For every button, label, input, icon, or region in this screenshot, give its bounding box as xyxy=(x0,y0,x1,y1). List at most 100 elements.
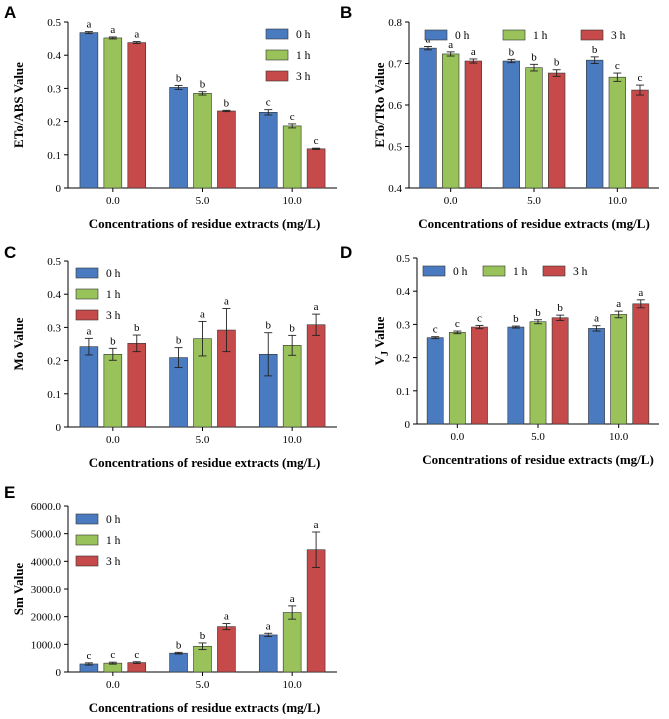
y-tick-label: 0 xyxy=(56,183,62,195)
chart-panel-a: A 0 0.1 0.2 0.3 0.4 0.5 ETo/ABS Value 0.0 a a a 5.0 b… xyxy=(4,3,337,231)
legend-label: 1 h xyxy=(106,289,121,301)
panel-letter: D xyxy=(340,243,352,262)
x-tick-label: 10.0 xyxy=(283,679,303,691)
x-tick-label: 10.0 xyxy=(609,431,629,443)
significance-label: c xyxy=(314,135,319,147)
significance-label: a xyxy=(471,46,476,58)
legend-swatch xyxy=(502,29,526,41)
y-tick-label: 0.5 xyxy=(47,256,61,268)
y-tick-label: 0.4 xyxy=(47,289,61,301)
legend-label: 0 h xyxy=(453,266,468,278)
legend: 0 h 1 h 3 h xyxy=(424,29,626,42)
legend-label: 3 h xyxy=(573,266,588,278)
bar xyxy=(631,89,649,189)
significance-label: a xyxy=(224,295,229,307)
significance-label: b xyxy=(176,335,182,347)
significance-label: b xyxy=(592,44,598,56)
significance-label: c xyxy=(615,60,620,72)
x-tick-label: 0.0 xyxy=(106,195,120,207)
bar xyxy=(282,345,302,428)
x-tick-label: 5.0 xyxy=(531,431,545,443)
bar xyxy=(127,42,147,189)
bar xyxy=(282,125,302,189)
y-axis-title-suffix: Value xyxy=(372,316,387,351)
chart-panel-e: E 0 1000.0 2000.0 3000.0 4000.0 5000.0 6000.0 Sm… xyxy=(4,483,337,715)
bar xyxy=(282,612,302,673)
significance-label: c xyxy=(477,312,482,324)
y-tick-label: 0.2 xyxy=(396,353,410,365)
legend: 0 h 1 h 3 h xyxy=(75,513,121,568)
significance-label: c xyxy=(86,650,91,662)
legend-swatch xyxy=(580,29,604,41)
x-tick-label: 10.0 xyxy=(283,195,303,207)
bar xyxy=(306,148,326,189)
significance-label: a xyxy=(594,313,599,325)
y-tick-label: 5000.0 xyxy=(31,529,62,541)
legend-label: 0 h xyxy=(296,29,311,41)
significance-label: a xyxy=(290,593,295,605)
significance-label: a xyxy=(86,325,91,337)
y-axis-title: ETo/ABS Value xyxy=(11,62,26,148)
y-tick-label: 0.4 xyxy=(47,50,61,62)
significance-label: a xyxy=(616,298,621,310)
significance-label: b xyxy=(289,322,295,334)
legend-swatch xyxy=(424,29,448,41)
legend: 0 h 1 h 3 h xyxy=(422,265,588,278)
bar xyxy=(464,60,482,189)
y-axis-title-main: V xyxy=(372,355,387,365)
bar xyxy=(127,343,147,428)
bar xyxy=(507,326,525,425)
legend-label: 1 h xyxy=(296,50,311,62)
legend-label: 3 h xyxy=(611,30,626,42)
legend-swatch xyxy=(75,555,99,567)
legend-swatch xyxy=(75,534,99,546)
significance-label: c xyxy=(455,318,460,330)
panel-letter: B xyxy=(340,3,352,22)
bar xyxy=(548,72,566,189)
significance-label: a xyxy=(638,287,643,299)
x-axis-title: Concentrations of residue extracts (mg/L… xyxy=(422,452,654,467)
legend-label: 3 h xyxy=(296,71,311,83)
legend-swatch xyxy=(542,265,566,277)
y-tick-label: 0.2 xyxy=(47,117,61,129)
significance-label: a xyxy=(314,301,319,313)
significance-label: a xyxy=(86,19,91,31)
y-tick-label: 0 xyxy=(405,419,411,431)
chart-panel-c: C 0 0.1 0.2 0.3 0.4 0.5 Mo Value 0.0 a b b 5.0 b a a 10.… xyxy=(4,243,337,470)
significance-label: b xyxy=(134,322,140,334)
y-tick-label: 0.5 xyxy=(388,142,402,154)
bar xyxy=(258,634,278,673)
y-tick-label: 6000.0 xyxy=(31,501,62,513)
y-tick-label: 0.8 xyxy=(388,17,402,29)
x-tick-label: 10.0 xyxy=(608,195,628,207)
legend-swatch xyxy=(422,265,446,277)
y-tick-label: 1000.0 xyxy=(31,639,62,651)
y-tick-label: 0.3 xyxy=(47,83,61,95)
bar xyxy=(529,321,547,425)
significance-label: c xyxy=(638,72,643,84)
legend-label: 1 h xyxy=(513,266,528,278)
significance-label: b xyxy=(509,46,515,58)
significance-label: b xyxy=(265,320,271,332)
bar xyxy=(169,87,188,189)
significance-label: c xyxy=(290,111,295,123)
legend-swatch xyxy=(265,49,289,61)
x-tick-label: 5.0 xyxy=(196,195,210,207)
y-tick-label: 3000.0 xyxy=(31,584,62,596)
y-axis-title: VJ Value xyxy=(372,316,391,365)
bar xyxy=(525,67,543,189)
bar xyxy=(426,337,444,425)
legend-label: 1 h xyxy=(533,30,548,42)
bar xyxy=(258,112,278,189)
bar xyxy=(169,652,188,673)
bar xyxy=(127,662,147,673)
significance-label: b xyxy=(176,639,182,651)
bar xyxy=(103,353,123,428)
significance-label: a xyxy=(224,611,229,623)
bar xyxy=(608,76,626,189)
bar xyxy=(79,346,99,428)
legend-swatch xyxy=(75,309,99,321)
